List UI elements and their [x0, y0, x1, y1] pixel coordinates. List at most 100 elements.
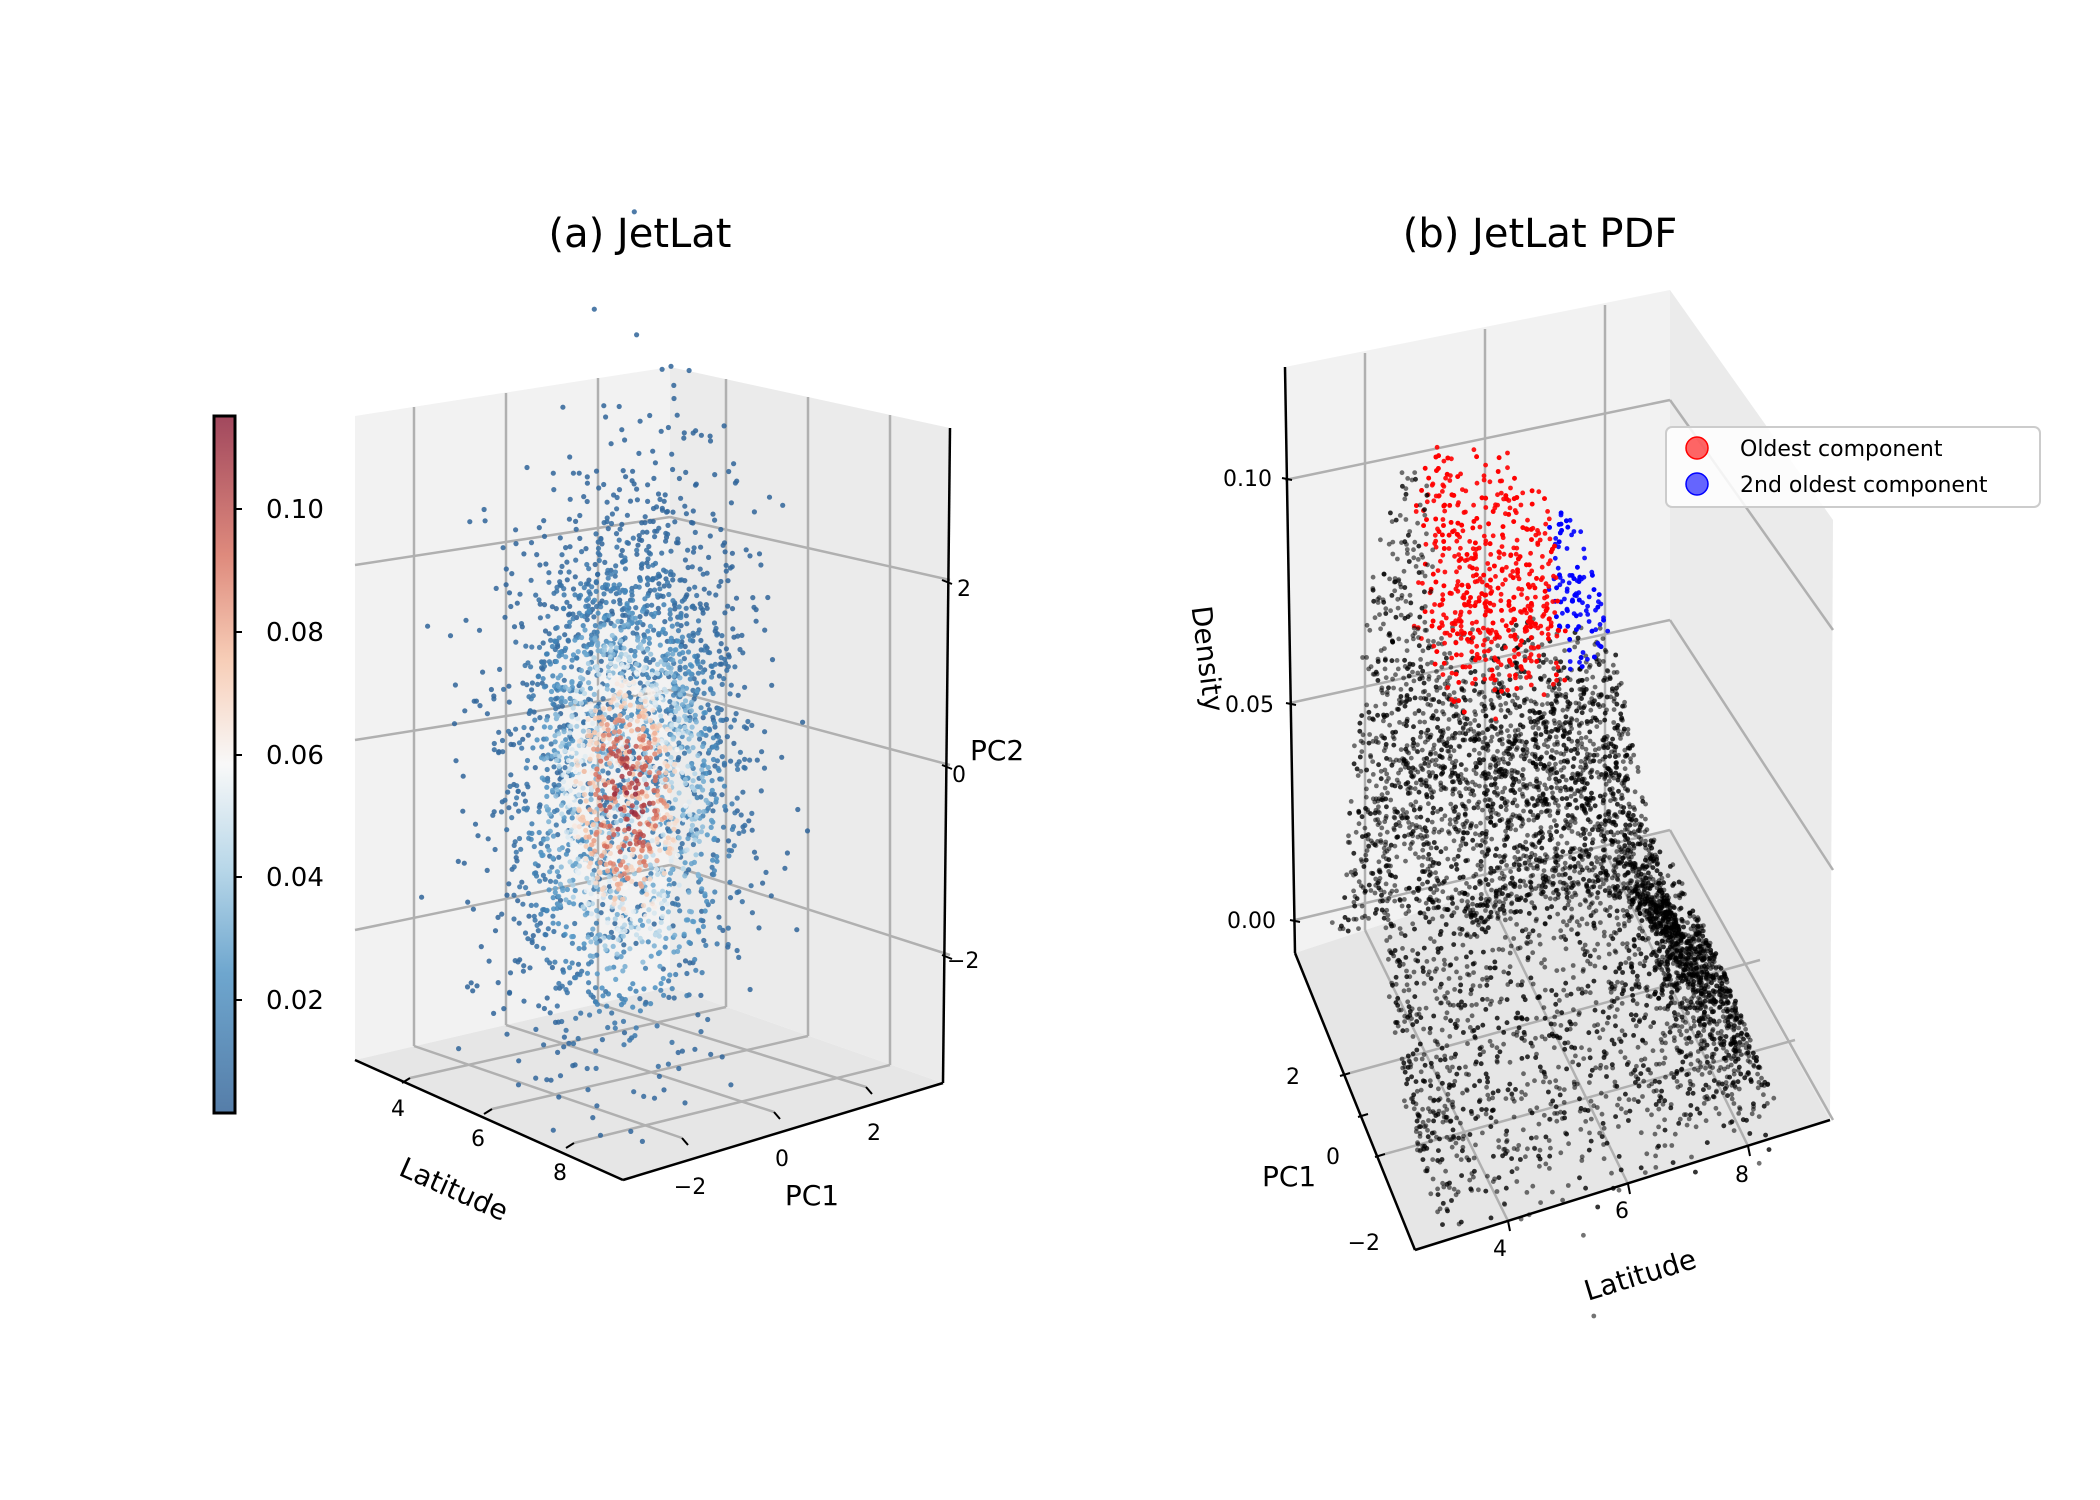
- scatter-point: [587, 666, 593, 672]
- scatter-point: [1501, 1201, 1507, 1207]
- scatter-point: [710, 744, 717, 750]
- scatter-point: [1603, 1065, 1609, 1070]
- scatter-point: [665, 909, 672, 915]
- scatter-point: [536, 829, 542, 836]
- scatter-point: [622, 922, 628, 928]
- scatter-point: [657, 496, 663, 502]
- scatter-point: [619, 683, 625, 689]
- scatter-point: [618, 552, 624, 559]
- scatter-point: [672, 519, 678, 525]
- scatter-point: [560, 404, 566, 410]
- scatter-point: [626, 681, 632, 687]
- scatter-point: [686, 586, 692, 592]
- scatter-point: [673, 722, 679, 728]
- scatter-point: [622, 437, 628, 443]
- scatter-point: [617, 601, 623, 607]
- scatter-point: [1684, 1053, 1690, 1059]
- scatter-point: [584, 498, 590, 505]
- scatter-point: [637, 821, 643, 827]
- scatter-point: [526, 890, 532, 897]
- scatter-point: [1685, 940, 1691, 946]
- scatter-point: [666, 877, 672, 883]
- scatter-point: [683, 511, 690, 517]
- scatter-point: [1693, 1124, 1699, 1130]
- scatter-point: [1523, 1154, 1528, 1160]
- scatter-point: [693, 680, 700, 686]
- scatter-point: [711, 835, 718, 842]
- scatter-point: [726, 853, 732, 859]
- scatter-point: [1729, 1008, 1735, 1013]
- scatter-point: [583, 798, 589, 804]
- scatter-point: [627, 702, 633, 708]
- scatter-point: [1554, 1118, 1560, 1124]
- scatter-point: [580, 742, 586, 749]
- scatter-point: [643, 755, 650, 761]
- scatter-point: [1694, 1005, 1700, 1010]
- scatter-point: [594, 740, 600, 746]
- scatter-point: [599, 598, 605, 604]
- scatter-point: [640, 959, 646, 965]
- scatter-point: [1731, 1027, 1737, 1033]
- scatter-point: [604, 682, 610, 688]
- scatter-point: [662, 492, 668, 498]
- scatter-point: [552, 889, 558, 896]
- scatter-point: [1421, 1146, 1427, 1152]
- scatter-point: [676, 740, 682, 746]
- scatter-point: [695, 661, 701, 667]
- scatter-point: [730, 626, 736, 632]
- scatter-point: [1671, 905, 1677, 910]
- scatter-point: [690, 841, 697, 848]
- scatter-point: [623, 773, 629, 780]
- scatter-point: [604, 912, 610, 918]
- scatter-point: [1713, 964, 1719, 970]
- scatter-point: [1687, 1005, 1693, 1010]
- scatter-point: [556, 731, 562, 737]
- scatter-point: [584, 1065, 590, 1072]
- scatter-point: [570, 611, 576, 617]
- scatter-point: [639, 1138, 646, 1144]
- scatter-point: [524, 757, 531, 764]
- scatter-point: [624, 876, 631, 882]
- scatter-point: [577, 592, 584, 598]
- scatter-point: [566, 623, 572, 629]
- scatter-point: [1687, 946, 1692, 952]
- scatter-point: [593, 685, 600, 691]
- scatter-point: [663, 538, 669, 544]
- scatter-point: [745, 718, 751, 725]
- scatter-point: [1536, 1121, 1542, 1127]
- scatter-point: [593, 831, 599, 837]
- scatter-point: [667, 616, 674, 622]
- scatter-point: [633, 743, 639, 749]
- scatter-point: [599, 985, 605, 991]
- scatter-point: [622, 928, 628, 934]
- scatter-point: [649, 724, 656, 730]
- scatter-point: [1496, 1144, 1502, 1150]
- scatter-point: [601, 725, 607, 732]
- scatter-point: [601, 652, 607, 658]
- scatter-point: [618, 627, 624, 633]
- scatter-point: [569, 795, 575, 801]
- scatter-point: [644, 529, 650, 535]
- scatter-point: [573, 557, 579, 563]
- scatter-point: [703, 942, 709, 949]
- scatter-point: [665, 651, 671, 657]
- scatter-point: [1560, 1116, 1565, 1121]
- scatter-point: [542, 931, 548, 938]
- scatter-point: [676, 1065, 682, 1072]
- scatter-point: [1534, 1105, 1540, 1111]
- scatter-point: [554, 869, 561, 875]
- scatter-point: [1516, 867, 1522, 872]
- scatter-point: [618, 638, 624, 644]
- scatter-point: [1746, 1045, 1752, 1051]
- scatter-point: [576, 824, 582, 830]
- scatter-point: [763, 869, 769, 876]
- scatter-point: [574, 723, 580, 729]
- scatter-point: [690, 687, 696, 694]
- scatter-point: [547, 828, 553, 834]
- scatter-point: [481, 506, 487, 513]
- scatter-point: [583, 843, 589, 849]
- scatter-point: [742, 684, 748, 690]
- scatter-point: [716, 673, 723, 679]
- scatter-point: [794, 927, 800, 933]
